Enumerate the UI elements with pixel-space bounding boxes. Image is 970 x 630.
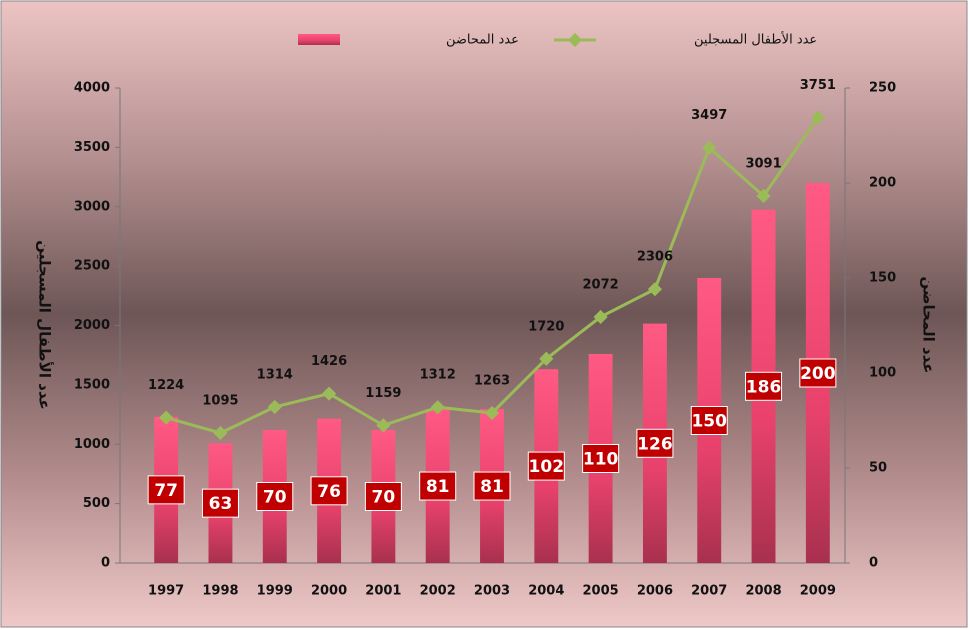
line-marker [376, 418, 391, 433]
data-label-box [147, 475, 185, 505]
legend-label: عدد المحاضن [446, 33, 519, 48]
y-axis-title: عدد الأطفال المسجلين [36, 240, 54, 410]
data-label-box [256, 482, 294, 511]
data-label: 77 [154, 481, 178, 501]
x-tick-label: 2003 [474, 584, 510, 599]
y2-tick-label: 250 [869, 81, 896, 96]
data-label: 81 [480, 477, 504, 497]
line-marker [213, 425, 228, 441]
y-tick-label: 1000 [74, 437, 110, 452]
y2-tick-label: 0 [869, 556, 878, 571]
line-marker [430, 400, 445, 415]
data-label-box [364, 482, 402, 511]
y2-tick-label: 50 [869, 461, 887, 476]
line-marker [484, 405, 500, 421]
data-label: 76 [317, 482, 341, 502]
data-label: 150 [691, 412, 727, 432]
x-tick-label: 2002 [420, 584, 456, 599]
data-label: 2072 [583, 277, 619, 292]
x-tick-label: 1999 [257, 584, 293, 599]
data-label-box [690, 406, 728, 435]
line-marker [702, 140, 717, 155]
x-tick-label: 2005 [583, 584, 619, 599]
data-label: 70 [372, 488, 396, 508]
y2-tick-label: 200 [869, 176, 896, 191]
data-label: 3497 [691, 108, 727, 123]
data-label: 1312 [420, 368, 456, 383]
line-marker [322, 386, 337, 401]
x-tick-label: 2001 [365, 584, 401, 599]
data-label-box [419, 471, 457, 501]
data-label-box [636, 428, 674, 458]
data-label: 200 [800, 364, 836, 384]
data-label: 102 [529, 457, 565, 477]
x-tick-label: 2009 [800, 584, 836, 599]
x-tick-label: 2007 [691, 584, 727, 599]
data-label: 1263 [474, 374, 510, 389]
data-label: 70 [263, 488, 287, 508]
data-label: 3091 [745, 156, 781, 171]
y-tick-label: 4000 [74, 81, 110, 96]
data-label: 1224 [148, 378, 184, 393]
line-marker [593, 309, 608, 325]
data-label: 1159 [365, 386, 401, 401]
legend-swatch-marker [567, 32, 583, 48]
data-label-box [799, 358, 837, 388]
legend-swatch-bar [298, 34, 340, 45]
data-label: 186 [746, 377, 782, 397]
y-tick-label: 3000 [74, 199, 110, 214]
line-marker [539, 351, 554, 366]
data-label-box [473, 471, 511, 501]
y-tick-label: 0 [101, 556, 110, 571]
line-marker [267, 399, 282, 415]
x-tick-label: 2006 [637, 584, 673, 599]
data-label: 126 [637, 434, 673, 454]
x-tick-label: 2008 [745, 584, 781, 599]
legend-label: عدد الأطفال المسجلين [694, 31, 817, 48]
y-tick-label: 3500 [74, 140, 110, 155]
x-tick-label: 1997 [148, 584, 184, 599]
x-tick-label: 2004 [528, 584, 564, 599]
data-label: 1314 [257, 367, 293, 382]
data-label: 3751 [800, 78, 836, 93]
data-label: 1720 [528, 319, 564, 334]
line-marker [810, 110, 825, 125]
y2-axis-title: عدد المحاضن [920, 276, 938, 373]
data-label-box [310, 476, 348, 506]
data-label-box [201, 488, 239, 518]
y-tick-label: 2500 [74, 259, 110, 274]
data-label-box [527, 451, 565, 481]
y-tick-label: 2000 [74, 318, 110, 333]
y2-tick-label: 100 [869, 366, 896, 381]
data-label-box [582, 444, 620, 473]
line-marker [159, 410, 174, 425]
x-tick-label: 1998 [202, 584, 238, 599]
line-marker [647, 282, 662, 297]
data-label-box [745, 371, 783, 401]
y-tick-label: 1500 [74, 377, 110, 392]
data-label: 2306 [637, 250, 673, 265]
data-label: 63 [209, 494, 233, 514]
data-label: 110 [583, 450, 619, 470]
x-tick-label: 2000 [311, 584, 347, 599]
data-label: 1095 [202, 393, 238, 408]
data-label: 1426 [311, 354, 347, 369]
line-marker [756, 188, 771, 204]
y2-tick-label: 150 [869, 271, 896, 286]
data-label: 81 [426, 477, 450, 497]
y-tick-label: 500 [83, 496, 110, 511]
